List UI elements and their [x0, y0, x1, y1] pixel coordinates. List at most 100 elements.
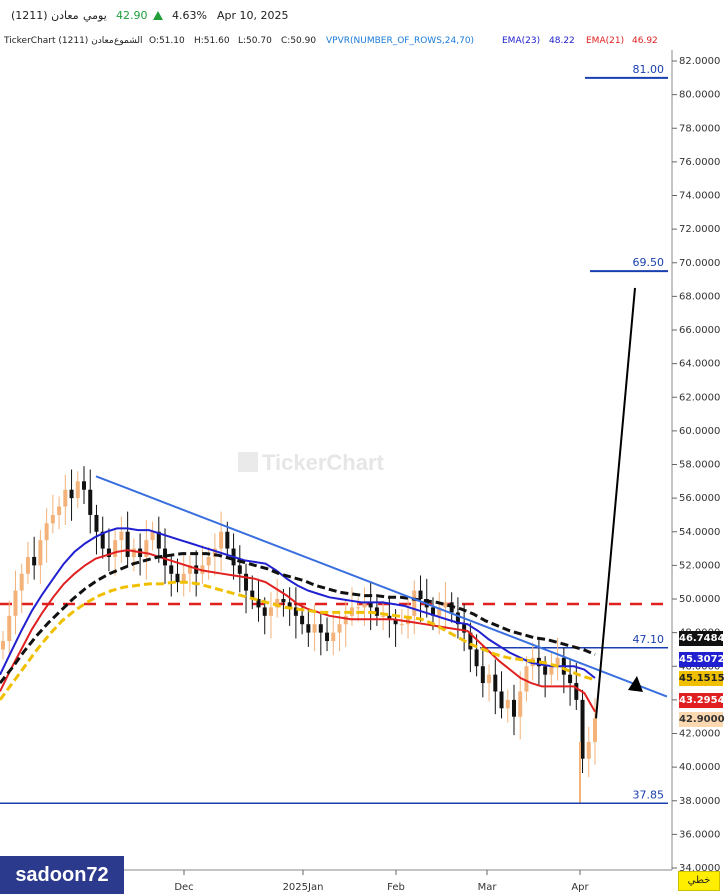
open-value: O:51.10	[149, 36, 185, 46]
source-label: TickerChart (1211) معادن	[4, 36, 114, 46]
vpvr-label[interactable]: VPVR(NUMBER_OF_ROWS,24,70)	[326, 36, 475, 46]
ema23-label[interactable]: EMA(23)	[502, 36, 541, 46]
x-tick-label: Feb	[387, 882, 405, 893]
candle-body	[19, 573, 24, 591]
period-label[interactable]: يومي	[83, 9, 107, 22]
black-ema-badge: 46.7484	[679, 631, 725, 646]
candle-body	[393, 619, 398, 625]
candle-body	[499, 691, 504, 709]
candle-body	[25, 556, 30, 574]
candle-body	[187, 565, 192, 574]
descending-trendline	[95, 475, 668, 698]
y-tick-label: 36.0000	[679, 829, 720, 840]
candle-body	[406, 615, 411, 625]
candle-body	[368, 602, 373, 608]
candle-body	[244, 573, 249, 591]
ema-series-line	[0, 527, 596, 679]
y-tick-label: 76.0000	[679, 157, 720, 168]
x-tick-label: Dec	[174, 882, 193, 893]
candle-body	[474, 649, 479, 667]
candle-body	[443, 602, 448, 608]
y-tick-label: 64.0000	[679, 359, 720, 370]
scale-toggle-button[interactable]: خطي	[678, 871, 720, 891]
candle-body	[150, 531, 155, 541]
candle-body	[300, 615, 305, 625]
ema21-value: 46.92	[632, 36, 658, 46]
watermark: TickerChart	[262, 450, 384, 475]
candle-body	[318, 624, 323, 633]
candle-body	[50, 514, 55, 524]
y-tick-label: 78.0000	[679, 123, 720, 134]
candle-body	[119, 531, 124, 541]
low-value: L:50.70	[238, 36, 272, 46]
candle-body	[418, 590, 423, 599]
level-label: 81.00	[633, 63, 665, 76]
candle-body	[250, 590, 255, 599]
ema23-value: 48.22	[549, 36, 575, 46]
y-tick-label: 34.0000	[679, 863, 720, 874]
candle-body	[212, 548, 217, 557]
arrow-head-icon	[628, 676, 643, 692]
candle-body	[493, 674, 498, 692]
candle-body	[275, 599, 280, 608]
yellow-ema-badge: 45.1515	[679, 671, 725, 686]
y-tick-label: 74.0000	[679, 191, 720, 202]
candle-body	[175, 573, 180, 583]
candle-body	[543, 666, 548, 675]
candle-body	[356, 607, 361, 609]
candle-body	[262, 607, 267, 616]
user-tag: sadoon72	[0, 856, 124, 894]
x-tick-label: Mar	[478, 882, 498, 893]
y-tick-label: 66.0000	[679, 325, 720, 336]
level-label: 47.10	[633, 633, 665, 646]
candle-body	[524, 666, 529, 692]
candle-body	[125, 531, 130, 557]
tickerchart-logo-icon	[238, 452, 258, 472]
candle-body	[374, 607, 379, 616]
candle-body	[268, 607, 273, 616]
candle-body	[131, 548, 136, 557]
y-tick-label: 50.0000	[679, 594, 720, 605]
y-tick-label: 62.0000	[679, 392, 720, 403]
candle-body	[57, 506, 62, 515]
y-tick-label: 56.0000	[679, 493, 720, 504]
candle-body	[106, 548, 111, 557]
candle-body	[44, 523, 49, 541]
candle-body	[511, 699, 516, 717]
candle-body	[555, 657, 560, 667]
candle-body	[287, 602, 292, 608]
candle-body	[13, 590, 18, 616]
candle-body	[362, 602, 367, 608]
y-tick-label: 52.0000	[679, 560, 720, 571]
candle-body	[256, 599, 261, 608]
candle-body	[169, 565, 174, 574]
candle-body	[32, 556, 37, 566]
candle-body	[163, 548, 168, 566]
top-bar: (1211) معادن يومي 42.90 4.63% Apr 10, 20…	[0, 0, 725, 34]
y-tick-label: 80.0000	[679, 90, 720, 101]
candle-body	[455, 612, 460, 625]
level-label: 37.85	[633, 788, 665, 801]
up-arrow-icon	[153, 11, 163, 20]
candle-body	[1, 641, 5, 650]
candle-body	[518, 691, 523, 717]
candle-body	[82, 481, 87, 490]
candle-body	[293, 607, 298, 616]
candle-body	[536, 657, 541, 667]
y-tick-label: 82.0000	[679, 56, 720, 67]
x-tick-label: Apr	[571, 882, 589, 893]
ema-series-line	[0, 552, 596, 685]
candle-body	[381, 615, 386, 617]
ema21-label[interactable]: EMA(21)	[586, 36, 625, 46]
candle-body	[181, 573, 186, 583]
candle-body	[75, 481, 80, 499]
candle-body	[88, 489, 93, 515]
symbol-label[interactable]: (1211) معادن	[11, 9, 79, 22]
close-value: C:50.90	[281, 36, 317, 46]
projection-arrow-line	[595, 287, 636, 719]
candle-body	[94, 514, 99, 532]
candle-body	[206, 556, 211, 566]
level-label: 69.50	[633, 256, 665, 269]
candle-body	[399, 624, 404, 626]
